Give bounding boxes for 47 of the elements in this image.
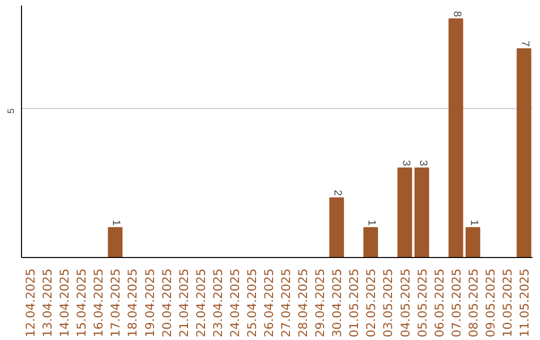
data-label: 7 [519,40,532,47]
x-tick-label: 22.04.2025 [194,268,208,338]
bar [329,197,344,258]
x-tick-label: 05.05.2025 [415,268,430,338]
x-tick-label: 01.05.2025 [347,268,362,338]
x-tick-label: 30.04.2025 [330,268,344,338]
x-tick-label: 21.04.2025 [176,268,191,338]
x-tick-label: 27.04.2025 [279,268,294,338]
x-tick-label: 28.04.2025 [296,268,310,338]
x-tick-label: 17.04.2025 [108,268,123,338]
x-tick-label: 11.05.2025 [517,268,532,338]
bar [414,168,430,258]
data-label: 3 [400,160,412,166]
bar [363,227,378,258]
data-label: 2 [332,190,344,196]
x-tick-label: 12.04.2025 [24,268,38,338]
x-tick-label: 07.05.2025 [449,268,464,338]
x-tick-label: 09.05.2025 [483,268,498,338]
data-label: 3 [416,160,429,166]
bar [466,227,480,258]
bar [448,18,464,258]
x-tick-label: 04.05.2025 [398,268,412,338]
x-tick-label: 02.05.2025 [364,268,378,338]
data-label: 8 [450,10,463,17]
x-tick-label: 08.05.2025 [466,268,480,338]
x-tick-label: 15.04.2025 [74,268,89,338]
data-label: 1 [468,220,480,226]
x-tick-label: 13.04.2025 [40,268,55,338]
x-tick-label: 14.04.2025 [58,268,72,338]
bar [516,48,532,258]
x-tick-label: 16.04.2025 [92,268,106,338]
y-tick-label: 5 [6,108,16,114]
x-tick-label: 10.05.2025 [500,268,514,338]
bar [108,227,122,258]
x-tick-label: 24.04.2025 [228,268,242,338]
x-tick-label: 29.04.2025 [313,268,328,338]
data-label: 1 [110,220,122,226]
x-tick-label: 23.04.2025 [210,268,225,338]
x-tick-label: 20.04.2025 [160,268,174,338]
bar [397,168,412,258]
x-tick-label: 25.04.2025 [244,268,259,338]
x-tick-label: 03.05.2025 [381,268,396,338]
x-tick-label: 19.04.2025 [142,268,157,338]
x-tick-label: 18.04.2025 [126,268,140,338]
x-tick-label: 06.05.2025 [432,268,446,338]
x-tick-label: 26.04.2025 [262,268,276,338]
data-label: 1 [366,220,378,226]
